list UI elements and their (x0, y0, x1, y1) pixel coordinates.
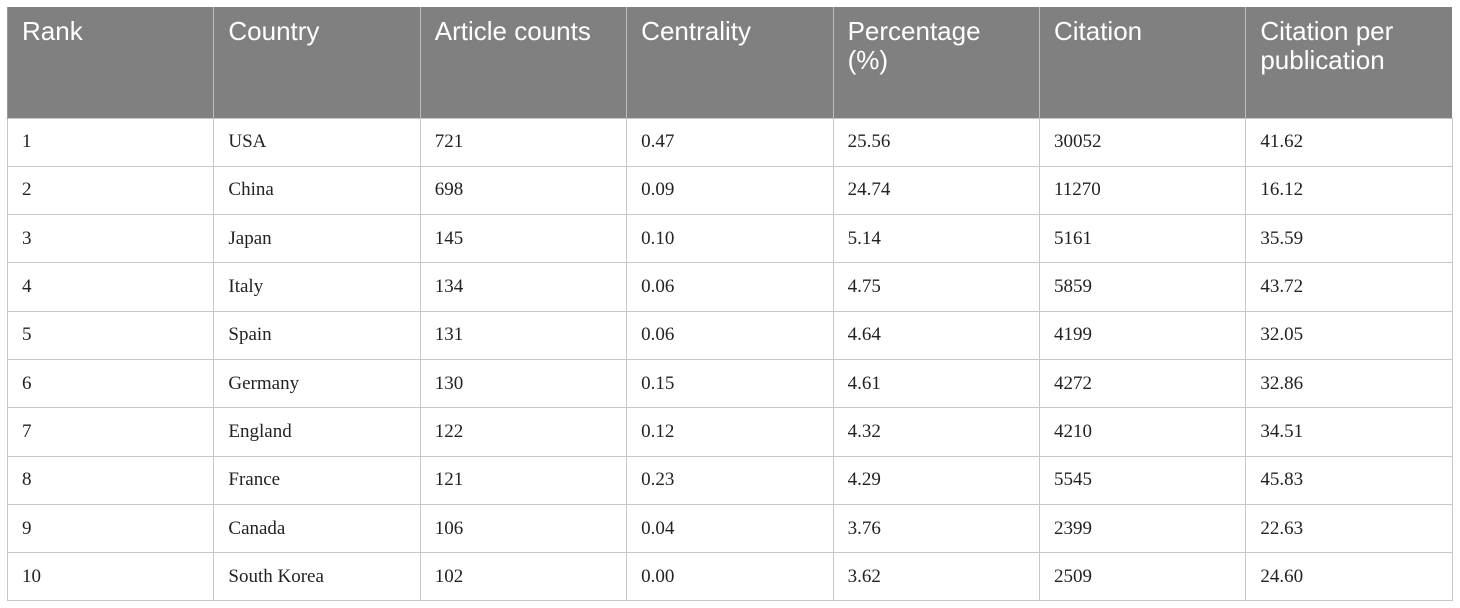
cell-citation-per-publication: 43.72 (1245, 262, 1453, 312)
cell-citation-per-publication: 22.63 (1245, 503, 1453, 554)
header-country: Country (213, 7, 421, 118)
cell-centrality: 0.47 (626, 117, 834, 167)
cell-centrality: 0.06 (626, 310, 834, 360)
cell-country: Japan (213, 214, 421, 264)
cell-percentage: 3.62 (832, 552, 1040, 602)
cell-article-counts: 134 (419, 262, 628, 312)
cell-citation: 30052 (1038, 117, 1247, 167)
cell-article-counts: 721 (419, 117, 628, 167)
cell-article-counts: 121 (419, 455, 628, 505)
header-citation-per-publication: Citation per publication (1245, 7, 1453, 118)
cell-centrality: 0.06 (626, 262, 834, 312)
header-percentage: Percentage (%) (832, 7, 1040, 118)
cell-citation-per-publication: 32.05 (1245, 310, 1453, 360)
cell-country: USA (213, 117, 421, 167)
cell-citation: 4199 (1038, 310, 1247, 360)
cell-centrality: 0.00 (626, 552, 834, 602)
table-row: 2 China 698 0.09 24.74 11270 16.12 (6, 165, 1453, 216)
header-article-counts: Article counts (419, 7, 627, 118)
country-table: Rank Country Article counts Centrality P… (6, 7, 1453, 602)
table-row: 7 England 122 0.12 4.32 4210 34.51 (6, 407, 1453, 457)
header-row: Rank Country Article counts Centrality P… (6, 7, 1453, 118)
table-row: 8 France 121 0.23 4.29 5545 45.83 (6, 455, 1453, 505)
cell-article-counts: 698 (419, 165, 628, 216)
cell-country: Spain (213, 310, 421, 360)
cell-country: Italy (213, 262, 421, 312)
cell-rank: 2 (6, 165, 215, 216)
cell-citation-per-publication: 34.51 (1245, 407, 1453, 457)
cell-citation-per-publication: 45.83 (1245, 455, 1453, 505)
cell-rank: 5 (6, 310, 215, 360)
table-row: 3 Japan 145 0.10 5.14 5161 35.59 (6, 214, 1453, 264)
table-header: Rank Country Article counts Centrality P… (6, 7, 1453, 118)
cell-percentage: 25.56 (832, 117, 1040, 167)
header-rank: Rank (6, 7, 214, 118)
cell-centrality: 0.04 (626, 503, 834, 554)
cell-country: South Korea (213, 552, 421, 602)
cell-article-counts: 122 (419, 407, 628, 457)
cell-article-counts: 145 (419, 214, 628, 264)
table-row: 1 USA 721 0.47 25.56 30052 41.62 (6, 117, 1453, 167)
cell-article-counts: 102 (419, 552, 628, 602)
cell-citation: 4210 (1038, 407, 1247, 457)
cell-percentage: 4.61 (832, 358, 1040, 409)
cell-percentage: 3.76 (832, 503, 1040, 554)
cell-citation-per-publication: 24.60 (1245, 552, 1453, 602)
cell-country: China (213, 165, 421, 216)
table-row: 9 Canada 106 0.04 3.76 2399 22.63 (6, 503, 1453, 554)
cell-percentage: 24.74 (832, 165, 1040, 216)
cell-percentage: 4.75 (832, 262, 1040, 312)
header-citation: Citation (1038, 7, 1246, 118)
cell-citation: 4272 (1038, 358, 1247, 409)
header-centrality: Centrality (626, 7, 834, 118)
cell-rank: 7 (6, 407, 215, 457)
cell-rank: 10 (6, 552, 215, 602)
cell-article-counts: 106 (419, 503, 628, 554)
cell-country: England (213, 407, 421, 457)
cell-article-counts: 130 (419, 358, 628, 409)
cell-rank: 1 (6, 117, 215, 167)
cell-citation: 5859 (1038, 262, 1247, 312)
cell-citation-per-publication: 41.62 (1245, 117, 1453, 167)
cell-centrality: 0.12 (626, 407, 834, 457)
cell-rank: 6 (6, 358, 215, 409)
country-table-container: Rank Country Article counts Centrality P… (6, 7, 1453, 602)
cell-citation-per-publication: 35.59 (1245, 214, 1453, 264)
cell-citation: 2509 (1038, 552, 1247, 602)
cell-citation-per-publication: 16.12 (1245, 165, 1453, 216)
cell-article-counts: 131 (419, 310, 628, 360)
table-row: 6 Germany 130 0.15 4.61 4272 32.86 (6, 358, 1453, 409)
cell-percentage: 4.64 (832, 310, 1040, 360)
table-row: 10 South Korea 102 0.00 3.62 2509 24.60 (6, 552, 1453, 602)
cell-centrality: 0.15 (626, 358, 834, 409)
cell-citation: 5545 (1038, 455, 1247, 505)
cell-citation: 2399 (1038, 503, 1247, 554)
cell-centrality: 0.10 (626, 214, 834, 264)
cell-citation-per-publication: 32.86 (1245, 358, 1453, 409)
table-row: 5 Spain 131 0.06 4.64 4199 32.05 (6, 310, 1453, 360)
cell-centrality: 0.09 (626, 165, 834, 216)
cell-rank: 3 (6, 214, 215, 264)
cell-centrality: 0.23 (626, 455, 834, 505)
cell-rank: 4 (6, 262, 215, 312)
table-row: 4 Italy 134 0.06 4.75 5859 43.72 (6, 262, 1453, 312)
cell-country: Germany (213, 358, 421, 409)
cell-rank: 8 (6, 455, 215, 505)
cell-country: France (213, 455, 421, 505)
cell-citation: 5161 (1038, 214, 1247, 264)
cell-percentage: 4.32 (832, 407, 1040, 457)
cell-country: Canada (213, 503, 421, 554)
cell-citation: 11270 (1038, 165, 1247, 216)
cell-percentage: 5.14 (832, 214, 1040, 264)
table-body: 1 USA 721 0.47 25.56 30052 41.62 2 China… (6, 117, 1453, 602)
cell-rank: 9 (6, 503, 215, 554)
cell-percentage: 4.29 (832, 455, 1040, 505)
